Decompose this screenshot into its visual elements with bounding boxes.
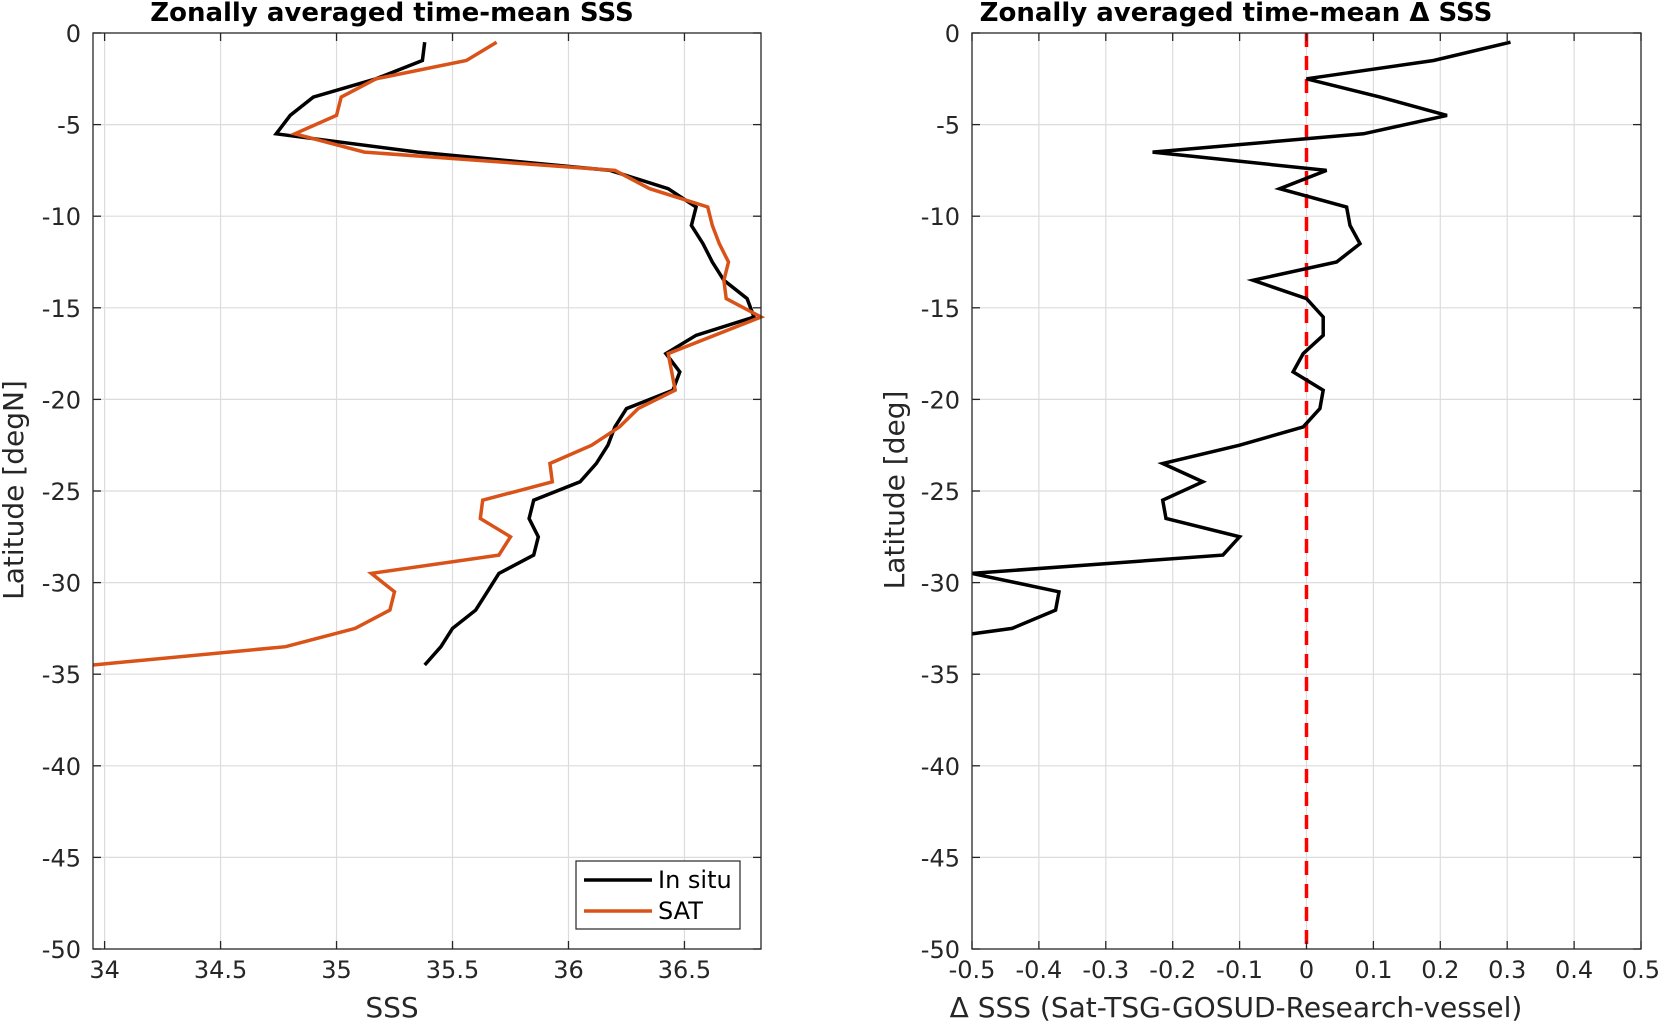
right-x-tick-label: -0.5 [949, 956, 996, 984]
left-y-tick-label: -30 [42, 570, 81, 598]
right-y-tick-label: -40 [921, 753, 960, 781]
sss-panel: 34 34.5 35 35.5 36 36.5 0 -5 -10 -15 -20 -25 -30 -35 -… [0, 0, 766, 1024]
left-y-tick-label: -50 [42, 936, 81, 964]
left-x-tick-label: 34 [89, 956, 120, 984]
left-chart-title: Zonally averaged time-mean SSS [150, 0, 634, 28]
right-y-tick-label: -35 [921, 661, 960, 689]
left-x-tick-label: 34.5 [194, 956, 247, 984]
right-x-tick-label: 0.3 [1488, 956, 1526, 984]
right-y-tick-label: -30 [921, 570, 960, 598]
right-x-tick-label: -0.4 [1015, 956, 1062, 984]
left-series-line-in-situ [272, 41, 757, 667]
left-x-axis-label: SSS [365, 991, 418, 1024]
right-x-tick-label: -0.3 [1082, 956, 1129, 984]
left-x-tick-label: 35 [321, 956, 352, 984]
legend-box [575, 860, 741, 930]
right-y-tick-label: -50 [921, 936, 960, 964]
legend-label-in-situ: In situ [658, 866, 732, 894]
right-x-tick-label: 0.4 [1555, 956, 1593, 984]
legend-label-sat: SAT [658, 897, 703, 925]
left-series-line-sat [92, 40, 766, 667]
left-y-tick-label: -15 [42, 295, 81, 323]
right-y-tick-label: -5 [936, 112, 960, 140]
right-x-tick-label: -0.1 [1216, 956, 1263, 984]
right-x-tick-label: 0.1 [1354, 956, 1392, 984]
right-x-tick-label: 0 [1299, 956, 1314, 984]
left-y-axis-label: Latitude [degN] [0, 380, 30, 600]
right-y-tick-label: -15 [921, 295, 960, 323]
right-plot-area: -0.5 -0.4 -0.3 -0.2 -0.1 0 0.1 0.2 0.3 0.4 0.5 0 -5 -… [921, 20, 1660, 984]
left-y-tick-label: -35 [42, 661, 81, 689]
left-y-tick-label: 0 [66, 20, 81, 48]
left-y-tick-label: -10 [42, 203, 81, 231]
right-x-tick-label: 0.2 [1421, 956, 1459, 984]
left-y-tick-label: -40 [42, 753, 81, 781]
right-chart-title: Zonally averaged time-mean Δ SSS [980, 0, 1493, 28]
right-x-tick-label: -0.2 [1149, 956, 1196, 984]
left-y-tick-label: -45 [42, 844, 81, 872]
left-x-tick-label: 36 [553, 956, 584, 984]
left-y-tick-label: -25 [42, 478, 81, 506]
delta-sss-panel: -0.5 -0.4 -0.3 -0.2 -0.1 0 0.1 0.2 0.3 0.4 0.5 0 -5 -… [878, 0, 1660, 1024]
right-x-axis-label: Δ SSS (Sat-TSG-GOSUD-Research-vessel) [950, 991, 1523, 1024]
legend: In situ SAT [575, 860, 741, 930]
right-x-tick-label: 0.5 [1622, 956, 1660, 984]
right-y-tick-label: 0 [945, 20, 960, 48]
left-y-tick-label: -20 [42, 386, 81, 414]
left-x-tick-label: 36.5 [658, 956, 711, 984]
right-y-axis-label: Latitude [deg] [878, 391, 911, 590]
left-y-tick-label: -5 [57, 112, 81, 140]
right-y-tick-label: -10 [921, 203, 960, 231]
right-y-tick-label: -20 [921, 386, 960, 414]
left-x-tick-label: 35.5 [426, 956, 479, 984]
left-plot-area: 34 34.5 35 35.5 36 36.5 0 -5 -10 -15 -20 -25 -30 -35 -… [42, 20, 766, 984]
right-y-tick-label: -25 [921, 478, 960, 506]
right-y-tick-label: -45 [921, 844, 960, 872]
right-series-line-delta-sss [971, 40, 1511, 636]
